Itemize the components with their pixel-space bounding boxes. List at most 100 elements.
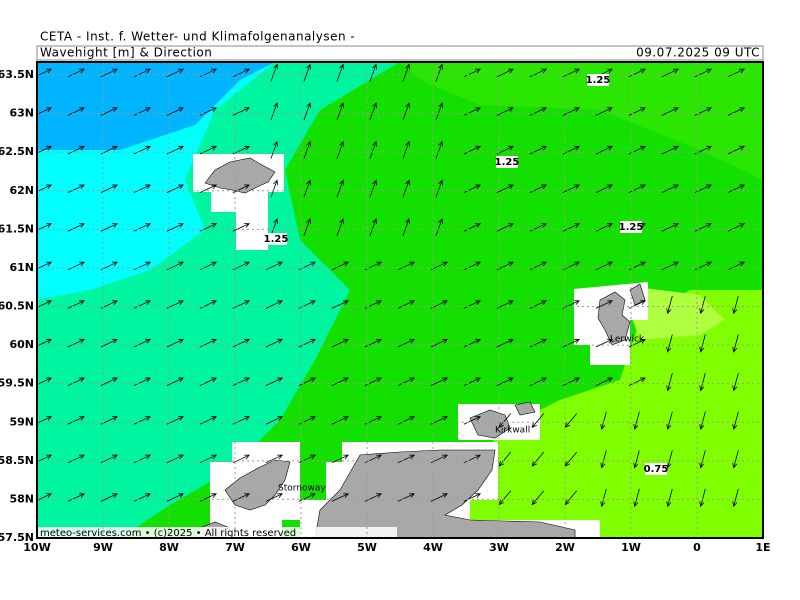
wave-arrow xyxy=(133,223,151,232)
wave-arrow xyxy=(666,411,673,430)
wave-arrow xyxy=(496,338,514,348)
wave-arrow xyxy=(699,334,706,353)
wave-arrow xyxy=(435,218,443,236)
wave-arrow xyxy=(232,107,250,116)
lon-label: 4W xyxy=(423,541,443,554)
wave-arrow xyxy=(435,63,443,82)
wave-arrow xyxy=(661,145,679,155)
wave-arrow xyxy=(562,68,580,78)
wave-arrow xyxy=(661,184,679,193)
wave-arrow xyxy=(430,377,448,386)
wave-arrow xyxy=(133,261,151,271)
wave-arrow xyxy=(166,184,184,193)
lat-label: 60N xyxy=(9,338,34,351)
wave-arrow xyxy=(133,107,151,116)
wave-arrow xyxy=(732,334,739,353)
wave-arrow xyxy=(364,338,382,348)
wave-arrow xyxy=(199,184,217,193)
lat-label: 62N xyxy=(9,184,34,197)
wave-arrow xyxy=(265,377,283,386)
wave-arrow xyxy=(397,377,415,386)
wave-arrow xyxy=(727,107,745,116)
wave-arrow xyxy=(435,179,443,198)
wave-arrow xyxy=(199,107,217,116)
wave-arrow xyxy=(364,454,382,464)
wave-arrow xyxy=(666,334,673,353)
wave-arrow xyxy=(133,68,151,78)
wave-arrow xyxy=(270,140,278,159)
lon-label: 8W xyxy=(159,541,179,554)
wave-arrow xyxy=(463,261,481,271)
wave-arrow xyxy=(100,416,118,425)
orkney xyxy=(469,401,536,439)
wave-arrow xyxy=(199,300,217,309)
lon-label: 1W xyxy=(621,541,641,554)
wave-arrow xyxy=(498,451,512,467)
wave-arrow xyxy=(100,107,118,116)
wave-arrow xyxy=(496,107,514,116)
wave-arrow xyxy=(529,68,547,78)
wave-arrow xyxy=(402,218,410,236)
map-frame xyxy=(36,61,764,539)
wave-arrow xyxy=(303,179,311,198)
wave-arrow xyxy=(133,377,151,386)
wave-arrow xyxy=(496,261,514,271)
wave-arrow xyxy=(732,450,739,469)
wave-arrow xyxy=(397,338,415,348)
wave-arrow xyxy=(529,184,547,193)
wave-arrow xyxy=(463,184,481,193)
datetime: 09.07.2025 09 UTC xyxy=(636,46,760,60)
wave-arrow xyxy=(600,450,607,469)
wave-arrow xyxy=(732,373,739,392)
wave-arrow xyxy=(166,454,184,464)
wave-arrow xyxy=(199,454,217,464)
wave-arrow xyxy=(133,493,151,502)
wave-arrow xyxy=(531,490,545,506)
wave-arrow xyxy=(628,338,646,348)
contour-label: 0.75 xyxy=(644,464,669,475)
faroe-islands xyxy=(204,157,276,194)
wave-arrow xyxy=(166,145,184,155)
wave-arrow xyxy=(661,68,679,78)
wave-arrow xyxy=(694,184,712,193)
wave-arrow xyxy=(331,454,349,464)
wave-arrow xyxy=(232,261,250,271)
wave-arrow xyxy=(100,377,118,386)
wave-arrow xyxy=(331,377,349,386)
wave-arrow xyxy=(298,493,316,502)
wave-arrow xyxy=(595,261,613,271)
wave-arrow xyxy=(100,300,118,309)
wave-arrow xyxy=(166,223,184,232)
wave-arrow xyxy=(562,107,580,116)
arrows xyxy=(37,63,745,508)
wave-arrow xyxy=(67,338,85,348)
wave-arrow xyxy=(67,107,85,116)
wave-arrow xyxy=(402,179,410,198)
contour-label: 1.25 xyxy=(495,157,520,168)
wave-arrow xyxy=(232,493,250,502)
wave-arrow xyxy=(402,63,410,82)
wave-arrow xyxy=(270,63,278,82)
wave-arrow xyxy=(463,68,481,78)
wave-arrow xyxy=(732,295,739,315)
wave-arrow xyxy=(67,223,85,232)
title: Wavehight [m] & Direction xyxy=(40,46,212,60)
lat-label: 58N xyxy=(9,492,34,505)
wave-arrow xyxy=(661,261,679,271)
place-name: Lerwick xyxy=(610,335,645,345)
wave-arrow xyxy=(67,377,85,386)
wave-arrow xyxy=(298,338,316,348)
wave-arrow xyxy=(133,454,151,464)
wave-arrow xyxy=(430,300,448,309)
lat-label: 58.5N xyxy=(0,454,34,467)
wave-arrow xyxy=(661,107,679,116)
wave-arrow xyxy=(67,261,85,271)
wave-arrow xyxy=(529,145,547,155)
wave-arrow xyxy=(496,223,514,232)
wave-arrow xyxy=(402,140,410,159)
wave-arrow xyxy=(166,416,184,425)
wave-arrow xyxy=(727,261,745,271)
wave-arrow xyxy=(562,145,580,155)
wave-arrow xyxy=(727,223,745,232)
wave-arrow xyxy=(531,451,545,467)
